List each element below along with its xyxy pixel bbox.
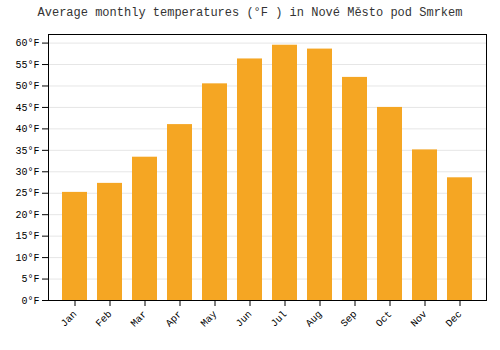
svg-text:25°F: 25°F [15,188,39,199]
svg-text:Aug: Aug [304,309,325,330]
svg-text:45°F: 45°F [15,103,39,114]
svg-text:Feb: Feb [94,309,115,330]
svg-text:May: May [199,309,220,330]
svg-text:60°F: 60°F [15,38,39,49]
svg-text:Apr: Apr [164,309,185,330]
html-text:Average monthly temperatures (: Average monthly temperatures (°F ) in No… [37,6,463,20]
svg-text:Jun: Jun [234,309,255,330]
svg-text:Mar: Mar [129,309,150,330]
svg-text:Oct: Oct [374,309,395,330]
svg-text:0°F: 0°F [21,296,39,307]
svg-text:Sep: Sep [339,309,360,330]
svg-text:Jan: Jan [59,309,80,330]
svg-text:5°F: 5°F [21,274,39,285]
svg-text:10°F: 10°F [15,253,39,264]
svg-text:Jul: Jul [269,309,290,330]
svg-text:35°F: 35°F [15,146,39,157]
svg-text:40°F: 40°F [15,124,39,135]
svg-text:30°F: 30°F [15,167,39,178]
svg-text:Nov: Nov [409,309,430,330]
svg-text:20°F: 20°F [15,210,39,221]
svg-text:Dec: Dec [444,309,465,330]
svg-text:15°F: 15°F [15,231,39,242]
svg-text:50°F: 50°F [15,81,39,92]
svg-text:55°F: 55°F [15,60,39,71]
